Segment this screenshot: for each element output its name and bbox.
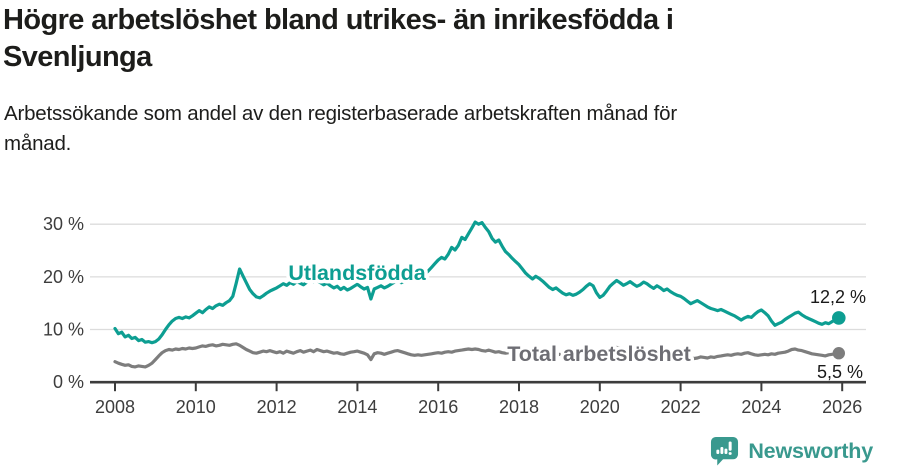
- series-label: Utlandsfödda: [288, 261, 426, 285]
- y-tick-label: 10 %: [43, 320, 84, 340]
- page-title: Högre arbetslöshet bland utrikes- än inr…: [3, 2, 674, 76]
- end-value-label: 12,2 %: [810, 287, 866, 307]
- y-tick-label: 0 %: [53, 372, 84, 392]
- page-title-line-1: Högre arbetslöshet bland utrikes- än inr…: [3, 4, 674, 36]
- x-tick-label: 2022: [661, 397, 701, 417]
- chart-subtitle: Arbetssökande som andel av den registerb…: [4, 99, 677, 159]
- x-tick-label: 2010: [176, 397, 216, 417]
- newsworthy-logo-icon: [711, 437, 739, 466]
- chart-subtitle-line-1: Arbetssökande som andel av den registerb…: [4, 102, 677, 125]
- end-dot: [832, 311, 846, 325]
- series-line-utlandsfodda: [113, 220, 841, 345]
- logo-bubble: [711, 437, 739, 466]
- end-dot: [832, 347, 845, 360]
- x-tick-label: 2018: [499, 397, 539, 417]
- x-tick-label: 2024: [741, 397, 781, 417]
- series-line-total: [113, 342, 841, 369]
- y-tick-label: 20 %: [43, 267, 84, 287]
- x-tick-label: 2016: [418, 397, 458, 417]
- y-tick-label: 30 %: [43, 214, 84, 234]
- logo-barchart-glyph: [716, 441, 733, 455]
- x-tick-label: 2014: [337, 397, 377, 417]
- series-label: Total arbetslöshet: [507, 342, 691, 366]
- x-tick-label: 2020: [580, 397, 620, 417]
- brand-name: Newsworthy: [748, 439, 873, 463]
- page-title-line-2: Svenljunga: [3, 41, 152, 73]
- x-tick-label: 2012: [257, 397, 297, 417]
- x-tick-label: 2026: [822, 397, 862, 417]
- end-value-label: 5,5 %: [817, 362, 863, 382]
- x-tick-label: 2008: [95, 397, 135, 417]
- chart-subtitle-line-2: månad.: [4, 132, 72, 155]
- brand-footer: Newsworthy: [710, 436, 873, 467]
